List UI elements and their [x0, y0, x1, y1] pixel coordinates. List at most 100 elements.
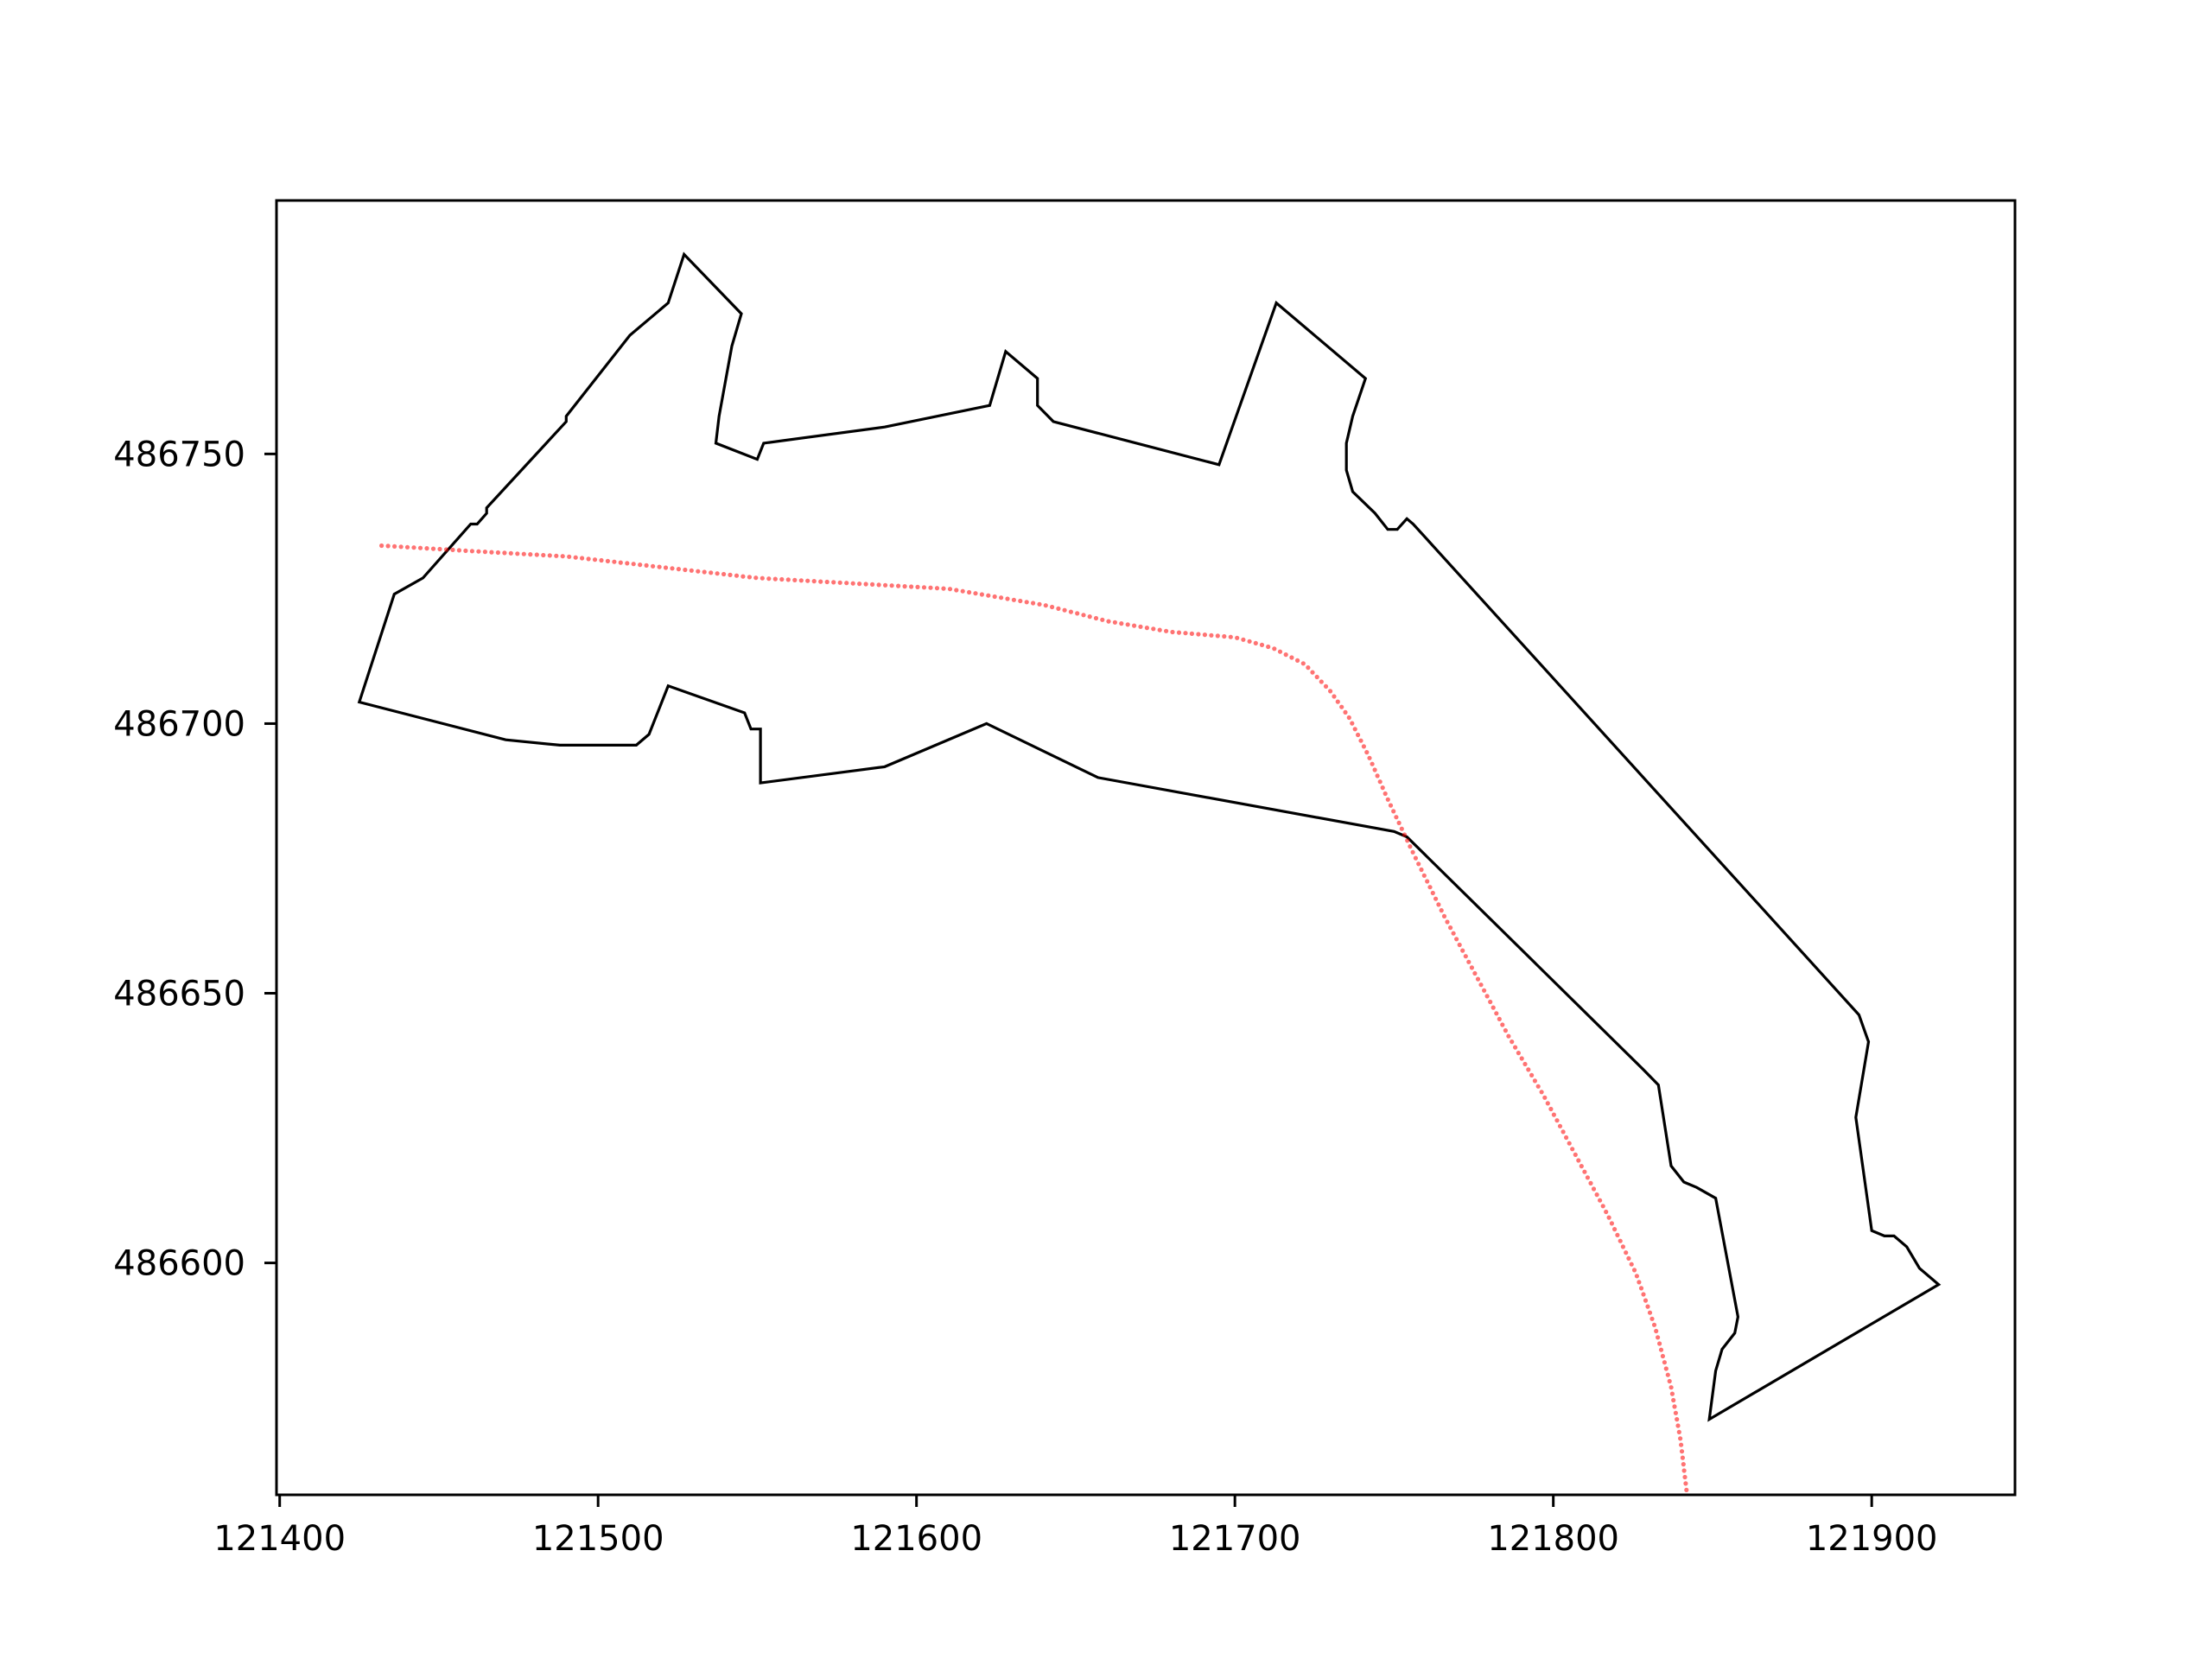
path-point [689, 568, 694, 573]
path-point [411, 545, 416, 550]
path-point [1647, 1310, 1653, 1315]
path-point [1570, 1147, 1575, 1152]
path-point [1675, 1417, 1680, 1422]
path-point [398, 544, 404, 550]
path-point [1542, 1095, 1548, 1100]
path-point [1638, 1286, 1644, 1291]
path-point [469, 549, 475, 554]
path-point [1631, 1268, 1637, 1273]
path-point [1662, 1360, 1667, 1365]
path-point [1419, 867, 1424, 873]
path-point [1037, 601, 1042, 607]
boundary-polygon [357, 251, 1942, 1422]
path-point [1651, 1322, 1657, 1327]
path-point [824, 579, 830, 585]
path-point [463, 548, 468, 554]
path-point [1388, 803, 1394, 808]
path-point [1300, 661, 1306, 666]
path-point [1591, 1186, 1597, 1192]
path-point [1011, 597, 1016, 602]
path-point [1460, 948, 1465, 953]
path-point [489, 550, 494, 555]
path-point [1157, 627, 1162, 632]
path-point [1396, 820, 1402, 826]
path-point [1560, 1129, 1566, 1135]
path-point [1545, 1101, 1550, 1106]
path-point [986, 593, 991, 598]
path-point [592, 557, 598, 563]
path-point [992, 594, 997, 600]
path-point [1222, 633, 1227, 639]
path-point [1673, 1410, 1678, 1415]
path-point [1024, 600, 1029, 605]
path-point [798, 578, 804, 583]
path-point [502, 550, 507, 556]
path-point [1005, 596, 1010, 601]
path-point [1439, 908, 1444, 913]
path-point [870, 582, 875, 588]
path-point [1241, 637, 1246, 642]
path-point [1529, 1072, 1535, 1077]
path-point [792, 577, 798, 583]
path-point [508, 550, 513, 556]
path-point [1510, 1039, 1515, 1045]
path-point [1075, 611, 1080, 616]
path-point [1658, 1347, 1664, 1352]
path-point [644, 563, 649, 569]
path-point [973, 591, 978, 596]
path-point [495, 550, 501, 556]
path-point [1399, 826, 1404, 831]
path-point [1475, 976, 1481, 982]
path-point [1657, 1341, 1662, 1346]
path-point [1629, 1262, 1634, 1267]
path-point [1068, 609, 1073, 614]
path-point [1100, 617, 1105, 622]
path-point [1665, 1372, 1670, 1377]
path-point [1526, 1067, 1531, 1072]
path-point [1645, 1304, 1650, 1309]
path-point [1600, 1204, 1605, 1209]
path-point [385, 543, 391, 549]
path-point [1215, 633, 1220, 639]
path-point [1675, 1423, 1681, 1428]
path-point [443, 547, 449, 552]
path-point [1385, 797, 1390, 802]
x-tick-label: 121700 [1169, 1519, 1301, 1559]
plot-content [357, 251, 1942, 1495]
path-point [657, 564, 662, 569]
path-point [1266, 644, 1271, 650]
path-point [999, 595, 1004, 601]
path-point [947, 587, 953, 592]
path-point [1500, 1022, 1505, 1027]
path-point [1272, 646, 1277, 652]
path-point [1484, 994, 1490, 999]
path-point [1643, 1298, 1649, 1303]
path-point [741, 574, 746, 579]
path-point [1056, 606, 1061, 612]
path-point [753, 575, 759, 581]
path-point [599, 557, 604, 563]
path-point [1377, 779, 1382, 785]
path-point [560, 554, 565, 559]
path-point [1506, 1033, 1511, 1039]
path-point [1081, 613, 1086, 618]
path-point [1594, 1192, 1599, 1198]
path-point [417, 545, 423, 550]
path-point [1567, 1141, 1572, 1146]
path-point [1681, 1468, 1687, 1473]
path-point [941, 586, 946, 591]
path-point [482, 550, 488, 555]
path-point [1669, 1391, 1675, 1396]
path-point [760, 575, 765, 581]
path-point [1494, 1011, 1499, 1016]
path-point [1356, 732, 1361, 738]
path-point [1394, 815, 1399, 820]
path-point [1183, 631, 1188, 636]
path-point [456, 548, 462, 553]
path-point [1380, 785, 1385, 791]
path-point [1448, 925, 1453, 931]
path-point [1346, 715, 1351, 721]
path-point [766, 576, 772, 582]
path-point [528, 552, 533, 557]
